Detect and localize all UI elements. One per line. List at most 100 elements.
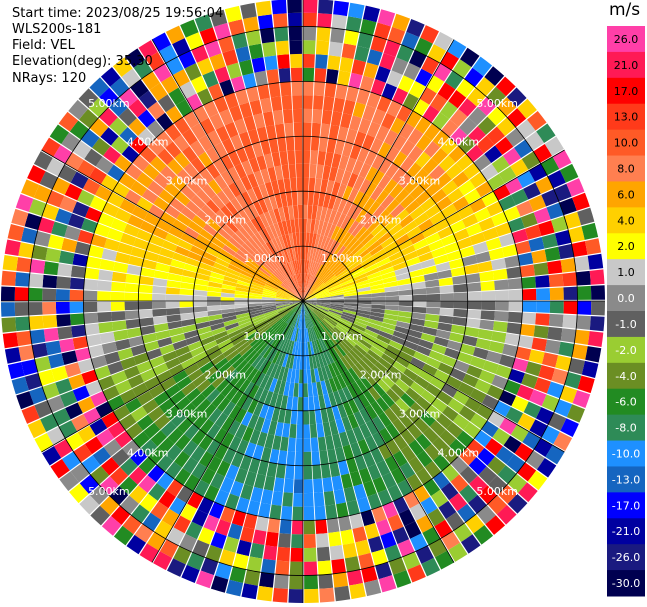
velocity-gate [222, 244, 237, 257]
velocity-gate [107, 191, 125, 208]
velocity-gate [227, 166, 241, 183]
velocity-gate [191, 393, 206, 408]
velocity-gate [69, 483, 89, 504]
velocity-gate [213, 96, 229, 113]
velocity-gate [432, 130, 450, 148]
velocity-gate [187, 491, 204, 509]
range-ring-label: 1.00km [243, 330, 285, 343]
velocity-gate [405, 199, 420, 215]
velocity-gate [343, 486, 357, 503]
velocity-gate [458, 135, 476, 154]
velocity-gate [337, 388, 348, 404]
velocity-gate [320, 352, 328, 367]
velocity-gate [81, 369, 98, 385]
velocity-gate [156, 454, 174, 472]
velocity-gate [563, 301, 578, 315]
velocity-gate [165, 25, 185, 45]
velocity-gate [437, 269, 453, 279]
velocity-gate [214, 489, 230, 507]
velocity-gate [190, 140, 206, 157]
velocity-gate [170, 411, 187, 428]
velocity-gate [365, 325, 380, 335]
velocity-gate [296, 314, 301, 328]
velocity-gate [316, 533, 329, 548]
velocity-gate [296, 328, 301, 342]
velocity-gate [179, 295, 194, 301]
velocity-gate [242, 223, 255, 237]
velocity-gate [332, 376, 343, 391]
velocity-gate [257, 460, 269, 476]
velocity-gate [72, 140, 92, 159]
range-ring-label: 5.00km [476, 97, 518, 110]
velocity-gate [229, 260, 244, 270]
velocity-gate [342, 386, 353, 402]
velocity-gate [406, 362, 422, 376]
velocity-gate [340, 473, 353, 489]
velocity-gate [265, 312, 279, 320]
velocity-gate [469, 198, 487, 214]
velocity-gate [65, 432, 85, 451]
velocity-gate [274, 193, 283, 209]
velocity-gate [458, 405, 476, 422]
velocity-gate [180, 275, 196, 284]
velocity-gate [358, 467, 372, 484]
velocity-gate [70, 171, 89, 189]
velocity-gate [175, 99, 193, 117]
velocity-gate [235, 229, 248, 243]
velocity-gate [51, 365, 69, 382]
velocity-gate [149, 234, 165, 247]
velocity-gate [384, 544, 402, 562]
velocity-gate [480, 163, 499, 181]
velocity-gate [440, 101, 458, 120]
velocity-gate [357, 293, 372, 298]
velocity-gate [328, 258, 340, 271]
velocity-gate [330, 303, 344, 308]
velocity-gate [318, 0, 334, 15]
velocity-gate [288, 326, 295, 341]
velocity-gate [280, 505, 293, 521]
velocity-gate [517, 252, 534, 266]
velocity-gate [40, 413, 59, 432]
velocity-gate [343, 255, 357, 267]
velocity-gate [312, 326, 320, 340]
velocity-gate [118, 172, 136, 189]
velocity-gate [425, 232, 441, 245]
velocity-gate [371, 296, 386, 301]
velocity-gate [235, 283, 250, 290]
velocity-gate [385, 301, 400, 306]
velocity-gate [287, 437, 296, 452]
velocity-gate [464, 188, 481, 205]
velocity-gate [174, 152, 191, 169]
velocity-gate [200, 256, 216, 267]
velocity-gate [340, 529, 355, 545]
velocity-gate [313, 492, 325, 507]
colorbar-swatch [607, 388, 645, 416]
velocity-gate [508, 217, 525, 233]
velocity-gate [289, 340, 295, 355]
velocity-gate [554, 229, 572, 246]
velocity-gate [266, 313, 280, 322]
velocity-gate [300, 314, 303, 329]
velocity-gate [286, 326, 294, 340]
velocity-gate [466, 439, 485, 457]
velocity-gate [410, 402, 426, 417]
velocity-gate [165, 233, 181, 246]
velocity-gate [292, 301, 303, 311]
velocity-gate [516, 200, 534, 217]
velocity-gate [283, 178, 292, 193]
velocity-gate [172, 38, 191, 57]
velocity-gate [180, 312, 195, 321]
velocity-gate [308, 191, 315, 206]
velocity-gate [297, 410, 303, 425]
velocity-gate [349, 115, 362, 132]
velocity-gate [342, 141, 354, 158]
velocity-gate [217, 361, 232, 375]
velocity-gate [241, 160, 254, 176]
velocity-gate [335, 325, 348, 336]
velocity-gate [130, 180, 148, 197]
velocity-gate [234, 408, 247, 424]
velocity-gate [304, 273, 308, 288]
velocity-gate [342, 542, 358, 559]
velocity-gate [334, 585, 351, 602]
velocity-gate [297, 191, 303, 206]
